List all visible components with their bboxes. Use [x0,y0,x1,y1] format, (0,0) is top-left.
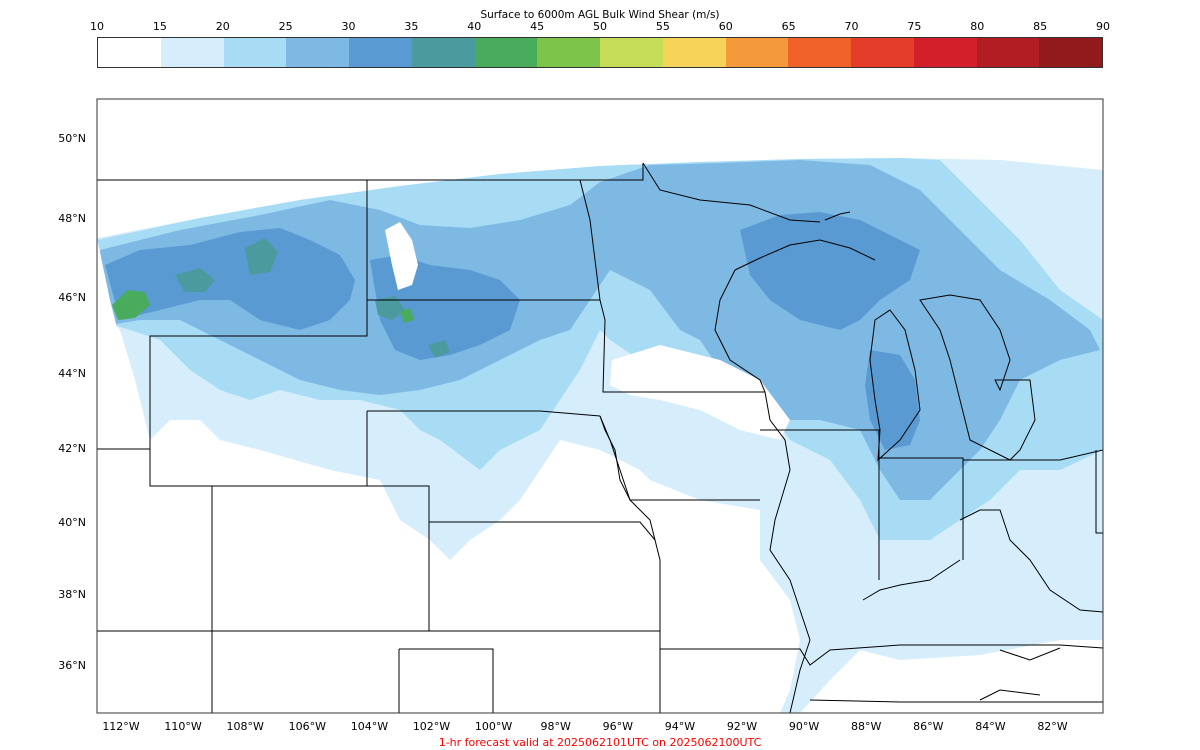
shear-field-35-40 [245,238,278,275]
colorbar-segment [725,38,789,67]
shear-field-30-35 [740,212,920,330]
latitude-label: 46°N [58,291,86,304]
colorbar-tick-label: 25 [278,20,293,33]
longitude-label: 102°W [413,720,450,733]
longitude-label: 90°W [789,720,819,733]
colorbar-segment [537,38,600,67]
colorbar-tick-label: 50 [593,20,607,33]
shear-field-40-45 [112,290,150,320]
colorbar-segment [160,38,224,67]
longitude-label: 106°W [289,720,326,733]
colorbar-segment [976,38,1040,67]
latitude-label: 36°N [58,659,86,672]
colorbar-segment [286,38,349,67]
colorbar-tick-label: 65 [781,20,796,33]
latitude-label: 44°N [58,367,86,380]
colorbar-tick-label: 40 [467,20,482,33]
colorbar-segment [788,38,851,67]
colorbar-segment [600,38,663,67]
longitude-label: 86°W [913,720,943,733]
longitude-label: 104°W [351,720,388,733]
colorbar-tick-label: 30 [341,20,356,33]
colorbar-tick-label: 20 [215,20,230,33]
forecast-valid-label: 1-hr forecast valid at 2025062101UTC on … [438,736,762,749]
colorbar-tick-label: 60 [718,20,733,33]
longitude-labels: 112°W 110°W 108°W 106°W 104°W 102°W 100°W 98°W 9… [102,720,1067,733]
latitude-label: 38°N [58,588,86,601]
longitude-label: 94°W [665,720,695,733]
coastlines-and-rivers [599,162,1103,713]
colorbar-segment [474,38,538,67]
map-frame [96,98,1104,714]
latitude-label: 48°N [58,212,86,225]
colorbar-tick-label: 75 [907,20,922,33]
colorbar-segment [411,38,475,67]
latitude-label: 50°N [58,132,86,145]
colorbar-tick-label: 55 [655,20,670,33]
longitude-label: 82°W [1037,720,1067,733]
colorbar-tick-label: 90 [1096,20,1110,33]
colorbar-tick-label: 45 [530,20,545,33]
colorbar-tick-label: 80 [970,20,985,33]
longitude-label: 98°W [541,720,571,733]
map-panel [97,99,1103,713]
longitude-label: 108°W [227,720,264,733]
shear-field-35-40 [375,296,405,320]
colorbar-tick-label: 85 [1033,20,1048,33]
colorbar-segment [913,38,977,67]
latitude-label: 40°N [58,516,86,529]
state-boundaries [97,163,1103,713]
colorbar-tick-label: 35 [404,20,419,33]
shear-field-40-45 [400,308,414,323]
longitude-label: 88°W [851,720,881,733]
colorbar-title: Surface to 6000m AGL Bulk Wind Shear (m/… [480,9,720,21]
domain-edge-mask [97,238,150,500]
colorbar-segment [1039,38,1102,67]
colorbar-tick-label: 10 [90,20,104,33]
longitude-label: 84°W [975,720,1005,733]
colorbar-tick-labels: 10 15 20 25 30 35 40 45 50 55 60 65 70 75 80 85 90 [90,20,1110,34]
longitude-label: 100°W [475,720,512,733]
longitude-label: 112°W [102,720,139,733]
colorbar-segment [98,38,161,67]
colorbar-segment [662,38,726,67]
colorbar [97,37,1103,68]
shear-field-10-15 [385,222,418,290]
longitude-label: 96°W [603,720,633,733]
shear-field-30-35 [105,228,355,330]
latitude-labels: 50°N 48°N 46°N 44°N 42°N 40°N 38°N 36°N [58,132,86,672]
colorbar-segment [349,38,412,67]
domain-edge-mask [97,99,1103,238]
longitude-label: 110°W [164,720,201,733]
latitude-label: 42°N [58,442,86,455]
colorbar-segment [851,38,914,67]
colorbar-tick-label: 15 [152,20,167,33]
colorbar-segment [223,38,287,67]
shear-field-35-40 [175,268,215,292]
colorbar-tick-label: 70 [844,20,859,33]
shear-field-35-40 [428,340,450,358]
longitude-label: 92°W [727,720,757,733]
